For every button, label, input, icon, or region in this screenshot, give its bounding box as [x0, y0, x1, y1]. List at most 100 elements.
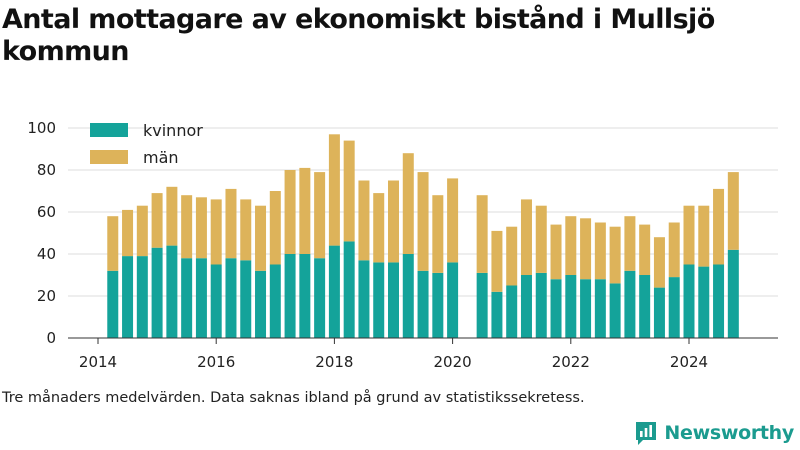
y-tick-label: 40	[37, 245, 56, 263]
bar-man	[565, 216, 577, 275]
brand-name: Newsworthy	[664, 422, 794, 444]
bar-man	[698, 205, 710, 267]
bar-kvinnor	[417, 270, 429, 338]
bar-kvinnor	[151, 247, 163, 338]
bar-kvinnor	[314, 258, 326, 338]
x-tick-label: 2022	[552, 353, 590, 371]
bar-man	[447, 178, 459, 263]
bar-man	[122, 209, 134, 257]
x-tick-label: 2024	[670, 353, 708, 371]
bar-kvinnor	[328, 245, 340, 338]
x-tick-label: 2020	[434, 353, 472, 371]
bar-man	[668, 222, 680, 278]
bar-kvinnor	[609, 283, 621, 338]
bar-man	[653, 237, 665, 288]
bar-man	[609, 226, 621, 284]
bar-kvinnor	[107, 270, 119, 338]
bar-kvinnor	[535, 272, 547, 338]
bar-man	[550, 224, 562, 280]
bar-man	[269, 191, 281, 265]
bar-kvinnor	[373, 262, 385, 338]
bar-kvinnor	[388, 262, 399, 338]
bar-kvinnor	[166, 245, 178, 338]
bar-man	[166, 186, 178, 246]
bar-kvinnor	[284, 254, 296, 338]
bar-kvinnor	[550, 279, 562, 338]
bar-kvinnor	[476, 272, 488, 338]
bar-kvinnor	[136, 256, 148, 338]
bar-man	[195, 197, 207, 259]
bar-kvinnor	[727, 249, 739, 338]
bar-kvinnor	[269, 264, 281, 338]
bar-kvinnor	[639, 275, 651, 338]
chart-title: Antal mottagare av ekonomiskt bistånd i …	[2, 4, 715, 67]
bar-kvinnor	[565, 275, 577, 338]
bar-kvinnor	[343, 241, 355, 338]
bar-kvinnor	[255, 270, 267, 338]
bar-kvinnor	[299, 254, 311, 338]
bar-man	[594, 222, 606, 280]
bar-man	[520, 199, 532, 275]
bar-kvinnor	[713, 264, 725, 338]
bar-kvinnor	[698, 266, 710, 338]
bar-man	[713, 188, 725, 265]
bar-kvinnor	[520, 275, 532, 338]
x-tick-label: 2018	[315, 353, 353, 371]
brand: Newsworthy	[634, 418, 794, 448]
bar-man	[639, 224, 651, 275]
bar-kvinnor	[653, 287, 665, 338]
y-tick-label: 100	[27, 119, 56, 137]
stacked-bar-chart: 0 20 40 60 80 100 2014 2016 2018 2020 2022 2024 kvin…	[27, 119, 778, 371]
bar-man	[107, 216, 119, 271]
legend-swatch-man	[90, 150, 128, 164]
legend-label: kvinnor	[143, 121, 203, 140]
bar-man	[284, 170, 296, 254]
legend-swatch-kvinnor	[90, 123, 128, 137]
bar-kvinnor	[624, 270, 636, 338]
bar-kvinnor	[668, 277, 680, 338]
bar-kvinnor	[181, 258, 193, 338]
bar-man	[535, 205, 547, 273]
y-tick-label: 60	[37, 203, 56, 221]
bar-kvinnor	[402, 254, 414, 338]
bar-kvinnor	[122, 256, 134, 338]
bar-kvinnor	[225, 258, 237, 338]
y-tick-label: 0	[46, 329, 56, 347]
bar-kvinnor	[210, 264, 222, 338]
bar-man	[225, 188, 237, 259]
bar-man	[210, 199, 222, 265]
bar-kvinnor	[506, 285, 518, 338]
bar-kvinnor	[240, 260, 252, 338]
bar-man	[432, 195, 444, 273]
bar-kvinnor	[447, 262, 459, 338]
y-tick-label: 20	[37, 287, 56, 305]
bar-man	[402, 153, 414, 254]
bar-man	[580, 218, 592, 280]
bar-man	[624, 216, 636, 271]
bar-man	[151, 193, 163, 248]
bar-man	[476, 195, 488, 273]
bar-kvinnor	[580, 279, 592, 338]
x-tick-label: 2014	[79, 353, 117, 371]
bar-man	[491, 230, 503, 292]
bar-man	[506, 226, 518, 286]
bar-kvinnor	[594, 279, 606, 338]
bar-man	[417, 172, 429, 271]
bar-man	[181, 195, 193, 259]
bar-kvinnor	[683, 264, 695, 338]
bar-man	[727, 172, 739, 250]
bar-man	[255, 205, 267, 271]
bar-kvinnor	[358, 260, 370, 338]
newsworthy-logo-icon	[636, 422, 657, 445]
bar-man	[299, 167, 311, 254]
bar-man	[683, 205, 695, 265]
y-tick-label: 80	[37, 161, 56, 179]
bar-man	[358, 180, 370, 261]
bar-man	[328, 134, 340, 246]
bar-kvinnor	[195, 258, 207, 338]
bar-man	[136, 205, 148, 257]
bar-man	[373, 193, 385, 263]
bar-man	[388, 180, 399, 263]
footnote: Tre månaders medelvärden. Data saknas ib…	[2, 390, 585, 406]
bar-man	[314, 172, 326, 259]
